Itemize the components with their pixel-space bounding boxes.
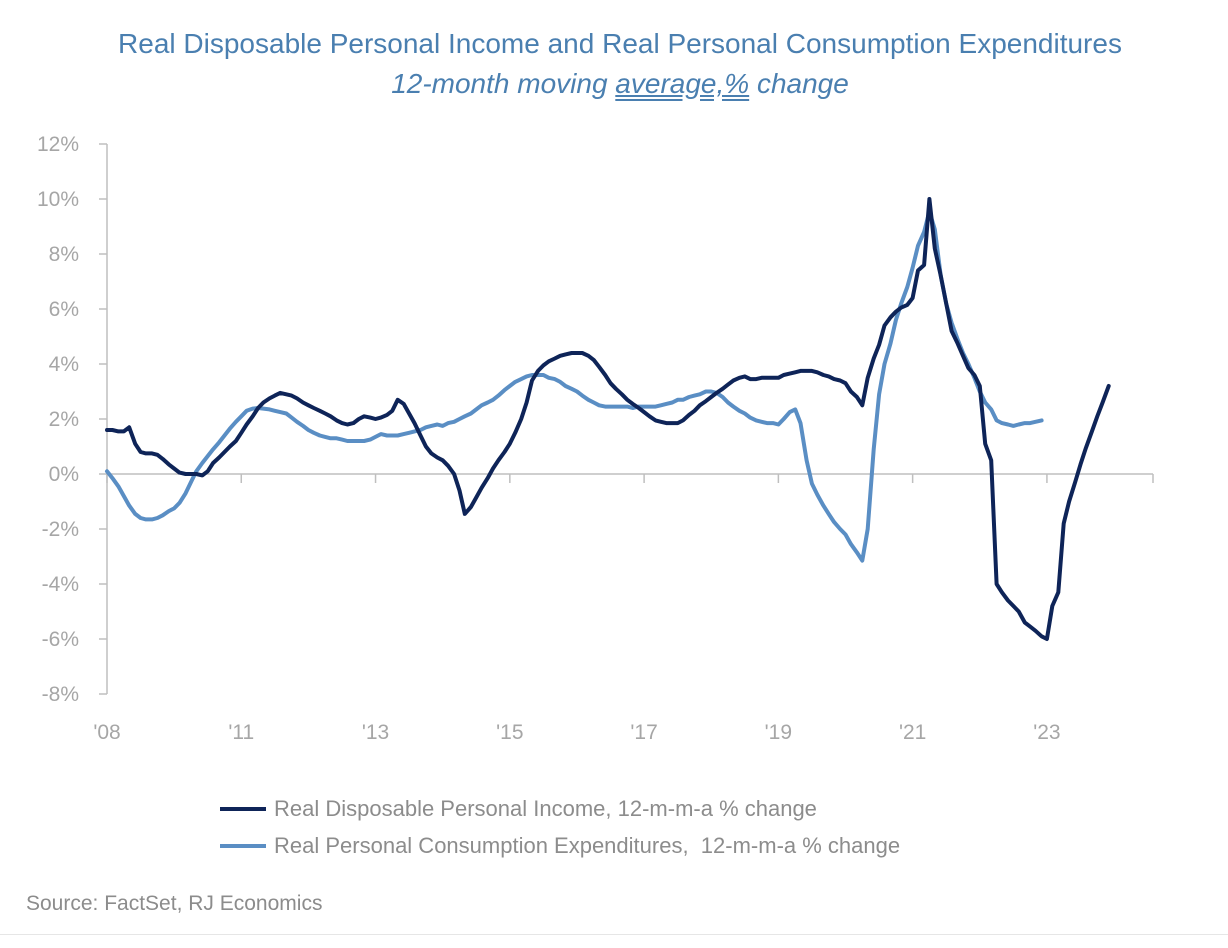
legend: Real Disposable Personal Income, 12-m-m-… [220, 790, 900, 864]
line-chart: -8% -6% -4% -2% 0% 2% 4% 6% 8% 10% 12% '08 '11 '13 '1… [37, 133, 1154, 744]
x-tick-label: '13 [362, 721, 389, 744]
income-series-line [105, 197, 1111, 641]
y-axis: -8% -6% -4% -2% 0% 2% 4% 6% 8% 10% 12% [37, 133, 108, 706]
y-tick-label: 6% [49, 298, 79, 321]
chart-title: Real Disposable Personal Income and Real… [118, 28, 1122, 59]
source-note: Source: FactSet, RJ Economics [26, 892, 323, 915]
subtitle-part-2: average,% [615, 68, 750, 99]
chart-subtitle: 12-month moving average,% change [0, 68, 1228, 100]
y-tick-label: 2% [49, 408, 79, 431]
y-tick-label: 0% [49, 463, 79, 486]
y-tick-label: -8% [42, 683, 79, 706]
y-tick-label: -6% [42, 628, 79, 651]
y-tick-label: 10% [37, 188, 79, 211]
legend-swatch-income [220, 806, 266, 811]
subtitle-part-3: change [749, 68, 849, 99]
legend-swatch-consumption [220, 843, 266, 848]
bottom-rule [0, 934, 1228, 935]
y-tick-label: -4% [42, 573, 79, 596]
subtitle-part-1: 12-month moving [391, 68, 616, 99]
x-tick-label: '15 [496, 721, 523, 744]
x-axis: '08 '11 '13 '15 '17 '19 '21 '23 [93, 473, 1154, 744]
legend-label-consumption: Real Personal Consumption Expenditures, … [274, 832, 901, 858]
x-tick-label: '21 [899, 721, 926, 744]
y-tick-label: 8% [49, 243, 79, 266]
x-tick-label: '17 [630, 721, 657, 744]
series-layer [105, 197, 1111, 641]
x-tick-label: '19 [765, 721, 792, 744]
x-tick-label: '11 [228, 721, 254, 744]
consumption-series-line [105, 209, 1044, 563]
y-tick-label: 4% [49, 353, 79, 376]
legend-item-income: Real Disposable Personal Income, 12-m-m-… [220, 790, 900, 827]
legend-label-income: Real Disposable Personal Income, 12-m-m-… [274, 795, 817, 821]
x-tick-label: '08 [93, 721, 120, 744]
legend-item-consumption: Real Personal Consumption Expenditures, … [220, 827, 900, 864]
y-tick-label: 12% [37, 133, 79, 156]
x-tick-label: '23 [1033, 721, 1060, 744]
y-tick-label: -2% [42, 518, 79, 541]
